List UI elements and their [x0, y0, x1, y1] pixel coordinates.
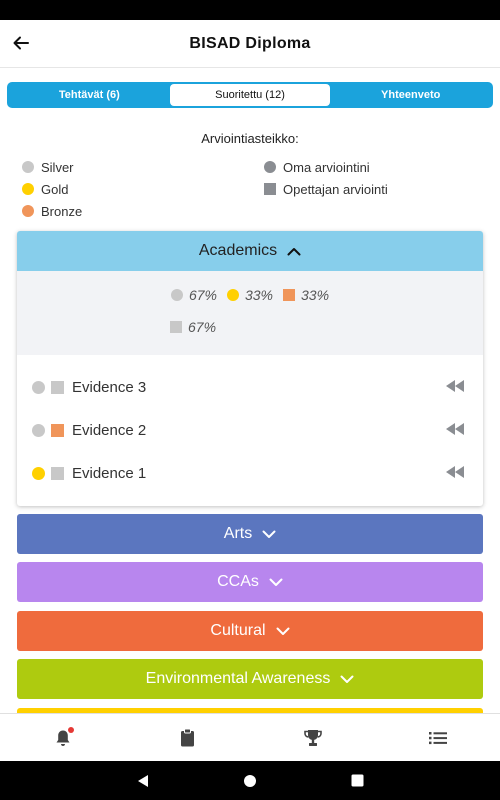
notification-badge — [68, 727, 74, 733]
legend-label: Gold — [41, 181, 69, 197]
academics-card: Academics 67% 33% 33% 67% — [17, 231, 483, 506]
teacher-assessment-square-icon — [51, 466, 64, 480]
legend-item-teacher-assessment: Opettajan arviointi — [264, 178, 388, 200]
academics-summary: 67% 33% 33% 67% — [17, 271, 483, 355]
list-item[interactable]: Evidence 3 — [17, 372, 483, 402]
self-assessment-dot-icon — [32, 466, 45, 480]
triangle-back-icon — [138, 774, 148, 787]
nav-tasks[interactable] — [125, 714, 250, 761]
rewind-icon — [446, 380, 464, 392]
system-navigation-bar — [0, 761, 500, 800]
percent-value: 67% — [188, 287, 217, 303]
percent-value: 33% — [301, 287, 330, 303]
evidence-title: Evidence 3 — [72, 378, 147, 396]
bottom-nav — [0, 713, 500, 761]
bronze-square-icon — [283, 289, 296, 301]
tab-bar: Tehtävät (6) Suoritettu (12) Yhteenveto — [7, 82, 493, 108]
app-bar: BISAD Diploma — [0, 20, 500, 68]
self-assessment-dot-icon — [32, 380, 45, 394]
gold-dot-icon — [226, 289, 239, 301]
teacher-assessment-square-icon — [264, 183, 276, 195]
nav-notifications[interactable] — [0, 714, 125, 761]
self-assessment-circle-icon — [264, 161, 276, 173]
summary-silver-teacher: 67% — [170, 319, 216, 335]
list-item[interactable]: Evidence 1 — [17, 458, 483, 488]
rewind-button[interactable] — [445, 380, 465, 392]
category-title: Academics — [198, 242, 278, 259]
self-assessment-dot-icon — [32, 423, 45, 437]
back-button[interactable] — [8, 30, 34, 56]
nav-menu[interactable] — [375, 714, 500, 761]
square-recents-icon — [351, 774, 363, 787]
legend-item-bronze: Bronze — [22, 200, 82, 222]
tab-tasks[interactable]: Tehtävät (6) — [58, 89, 120, 101]
legend-item-self-assessment: Oma arviointini — [264, 156, 388, 178]
legend-item-gold: Gold — [22, 178, 82, 200]
silver-square-icon — [170, 321, 182, 333]
circle-home-icon — [244, 774, 256, 787]
category-title: Environmental Awareness — [145, 670, 331, 687]
silver-dot-icon — [170, 289, 183, 301]
bell-icon — [56, 730, 69, 746]
summary-gold: 33% — [226, 287, 274, 303]
category-environmental-awareness[interactable]: Environmental Awareness — [17, 659, 483, 699]
legend-assessors: Oma arviointini Opettajan arviointi — [264, 156, 388, 200]
system-recents-button[interactable] — [304, 774, 411, 787]
arrow-left-icon — [13, 36, 29, 50]
system-home-button[interactable] — [197, 774, 304, 788]
legend-title: Arviointiasteikko: — [201, 131, 299, 146]
category-title: CCAs — [217, 573, 259, 590]
percent-value: 67% — [188, 319, 217, 335]
tab-summary[interactable]: Yhteenveto — [381, 89, 441, 101]
list-icon — [428, 731, 447, 744]
academics-header[interactable]: Academics — [17, 231, 483, 271]
legend-levels: Silver Gold Bronze — [22, 156, 82, 222]
chevron-down-icon — [262, 530, 276, 539]
legend-label: Silver — [41, 159, 74, 175]
page-title: BISAD Diploma — [189, 34, 311, 52]
summary-self-row: 67% 33% 33% — [17, 287, 483, 303]
evidence-title: Evidence 2 — [72, 421, 147, 439]
nav-achievements[interactable] — [250, 714, 375, 761]
teacher-assessment-square-icon — [51, 423, 64, 437]
legend-label: Opettajan arviointi — [283, 181, 388, 197]
category-next-partial — [17, 708, 483, 713]
trophy-icon — [303, 729, 322, 746]
summary-silver: 67% — [170, 287, 217, 303]
rewind-button[interactable] — [445, 423, 465, 435]
chevron-down-icon — [276, 627, 290, 636]
rewind-button[interactable] — [445, 466, 465, 478]
silver-dot-icon — [22, 161, 34, 173]
category-cultural[interactable]: Cultural — [17, 611, 483, 651]
status-bar — [0, 0, 500, 20]
chevron-up-icon — [287, 247, 301, 256]
chevron-down-icon — [340, 675, 354, 684]
bronze-dot-icon — [22, 205, 34, 217]
rewind-icon — [446, 423, 464, 435]
legend-label: Oma arviointini — [283, 159, 370, 175]
category-ccas[interactable]: CCAs — [17, 562, 483, 602]
category-title: Arts — [223, 525, 253, 542]
gold-dot-icon — [22, 183, 34, 195]
tab-completed[interactable]: Suoritettu (12) — [169, 84, 331, 106]
legend-item-silver: Silver — [22, 156, 82, 178]
summary-bronze: 33% — [283, 287, 329, 303]
percent-value: 33% — [244, 287, 274, 303]
clipboard-icon — [181, 728, 194, 747]
legend-label: Bronze — [41, 203, 83, 219]
category-title: Cultural — [210, 622, 266, 639]
list-item[interactable]: Evidence 2 — [17, 415, 483, 445]
chevron-down-icon — [269, 578, 283, 587]
teacher-assessment-square-icon — [51, 380, 64, 394]
summary-teacher-row: 67% — [17, 319, 483, 335]
evidence-title: Evidence 1 — [72, 464, 147, 482]
rewind-icon — [446, 466, 464, 478]
system-back-button[interactable] — [90, 774, 197, 788]
category-arts[interactable]: Arts — [17, 514, 483, 554]
